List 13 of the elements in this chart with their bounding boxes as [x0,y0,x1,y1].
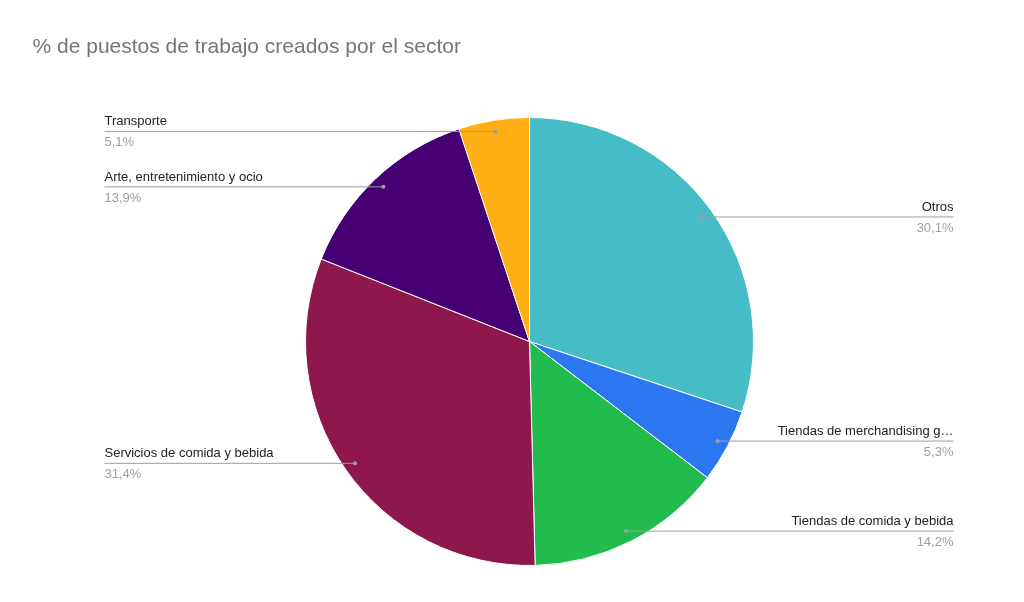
slice-label: Otros [921,198,954,214]
data-label: 30,1% [916,219,954,235]
slice-label: Tiendas de merchandising g… [777,423,954,439]
data-label: 31,4% [104,466,142,482]
data-label: 5,3% [923,444,954,460]
data-label: 14,2% [916,534,954,550]
data-label: 5,1% [104,134,135,150]
slice-label: Servicios de comida y bebida [104,445,275,461]
data-label: 13,9% [104,189,142,205]
slice-label: Tiendas de comida y bebida [791,513,955,529]
slice-label: Arte, entretenimiento y ocio [104,168,263,184]
chart-title: % de puestos de trabajo creados por el sector [32,34,461,57]
slice-label: Transporte [104,113,167,129]
